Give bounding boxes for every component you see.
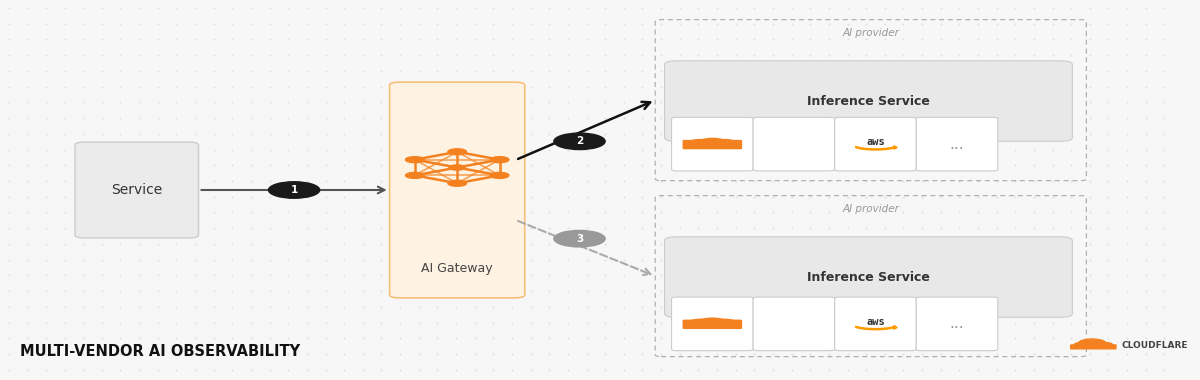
Circle shape [689,139,712,147]
Text: CLOUDFLARE: CLOUDFLARE [1121,341,1188,350]
Text: AI provider: AI provider [842,204,899,214]
FancyBboxPatch shape [665,61,1073,141]
Text: 2: 2 [576,136,583,146]
FancyBboxPatch shape [76,142,198,238]
Circle shape [697,138,727,148]
Circle shape [1079,339,1106,348]
Text: MULTI-VENDOR AI OBSERVABILITY: MULTI-VENDOR AI OBSERVABILITY [20,344,300,358]
Circle shape [449,165,466,170]
Circle shape [1074,342,1092,348]
Circle shape [406,157,424,163]
Circle shape [269,182,319,198]
Circle shape [491,173,509,178]
FancyBboxPatch shape [672,297,754,351]
Text: aws: aws [866,137,884,147]
FancyBboxPatch shape [754,117,835,171]
Text: aws: aws [866,317,884,327]
FancyBboxPatch shape [917,297,998,351]
Text: Inference Service: Inference Service [808,271,930,283]
FancyBboxPatch shape [683,140,742,149]
Text: 1: 1 [290,185,298,195]
Circle shape [1094,342,1114,348]
FancyBboxPatch shape [672,117,754,171]
Circle shape [554,133,605,150]
Circle shape [448,180,467,186]
FancyBboxPatch shape [754,297,835,351]
FancyBboxPatch shape [665,237,1073,317]
Text: Service: Service [112,183,162,197]
Text: ...: ... [949,317,965,331]
Text: 3: 3 [576,234,583,244]
FancyBboxPatch shape [390,82,524,298]
Circle shape [448,149,467,155]
Text: AI Gateway: AI Gateway [421,262,493,275]
Circle shape [689,319,712,327]
Text: ...: ... [949,137,965,152]
Circle shape [697,318,727,328]
Text: AI provider: AI provider [842,28,899,38]
Circle shape [713,319,737,327]
FancyBboxPatch shape [917,117,998,171]
FancyBboxPatch shape [835,297,917,351]
FancyBboxPatch shape [683,320,742,329]
Circle shape [554,230,605,247]
FancyBboxPatch shape [1070,344,1117,350]
FancyBboxPatch shape [835,117,917,171]
Circle shape [713,139,737,147]
Circle shape [406,173,424,178]
Circle shape [491,157,509,163]
Text: Inference Service: Inference Service [808,95,930,108]
